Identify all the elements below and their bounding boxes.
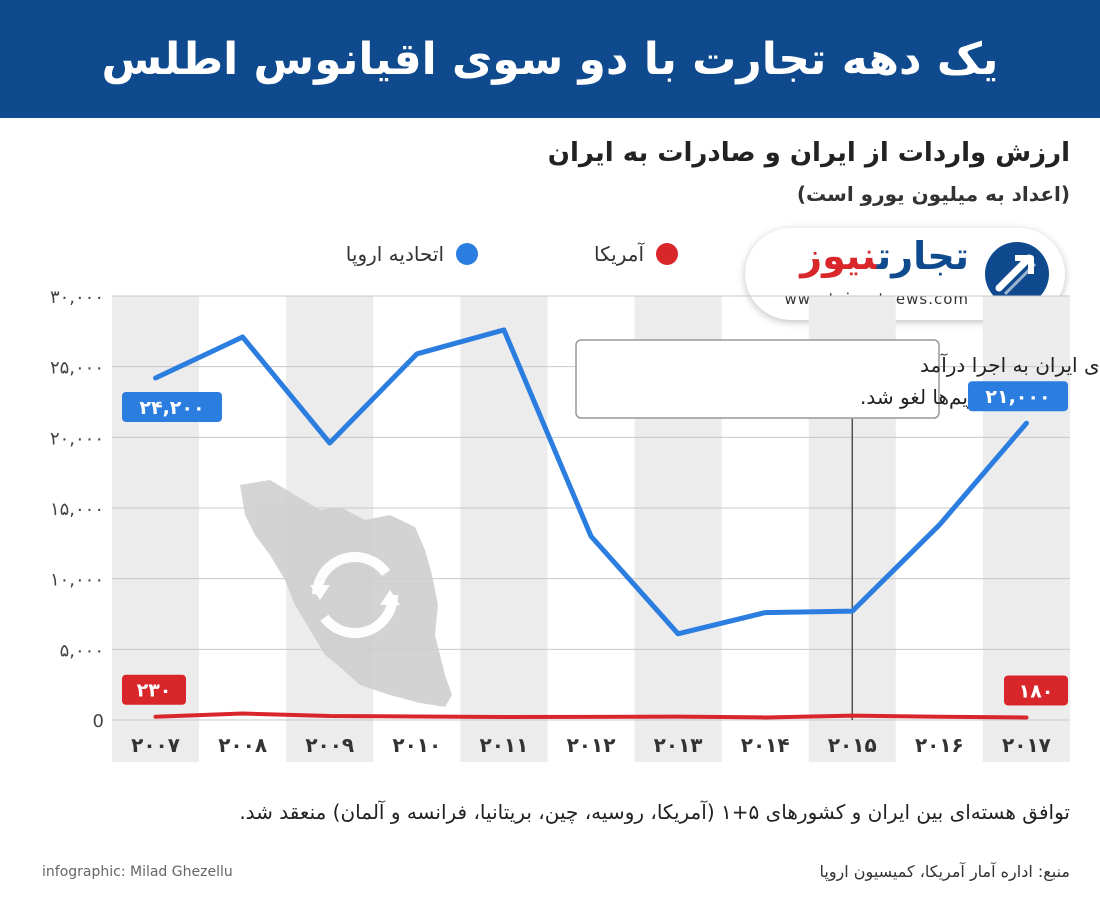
- chart-unit-note: (اعداد به میلیون یورو است): [796, 182, 1070, 206]
- legend-eu-dot: [456, 243, 478, 265]
- x-tick-label: ۲۰۱۷: [1002, 733, 1051, 757]
- annotation-box: [575, 339, 940, 419]
- y-tick-label: ۲۵,۰۰۰: [50, 358, 104, 379]
- data-label-box: [122, 391, 222, 422]
- logo-brand-part2: نیوز: [800, 234, 877, 278]
- data-label: ۲۴,۲۰۰: [139, 397, 204, 419]
- refresh-arrow-icon: [310, 585, 330, 600]
- data-label: ۲۱,۰۰۰: [985, 386, 1050, 408]
- page-title: یک دهه تجارت با دو سوی اقیانوس اطلس: [101, 33, 999, 85]
- y-axis-ticks: 0 ۵,۰۰۰ ۱۰,۰۰۰ ۱۵,۰۰۰ ۲۰,۰۰۰ ۲۵,۰۰۰ ۳۰,۰۰۰: [50, 287, 104, 732]
- x-axis-ticks: ۲۰۰۷ ۲۰۰۸ ۲۰۰۹ ۲۰۱۰ ۲۰۱۱ ۲۰۱۲ ۲۰۱۳ ۲۰۱۴ ۲۰۱۵ ۲۰۱۶…: [131, 733, 1051, 757]
- x-tick-label: ۲۰۰۷: [131, 733, 180, 757]
- x-tick-label: ۲۰۱۵: [828, 733, 877, 757]
- legend-usa-label: آمریکا: [593, 242, 644, 266]
- header-banner: یک دهه تجارت با دو سوی اقیانوس اطلس: [0, 0, 1100, 118]
- footer-note: توافق هسته‌ای بین ایران و کشورهای ۵+۱ (آ…: [239, 800, 1070, 824]
- data-label-box: [122, 674, 186, 705]
- x-tick-label: ۲۰۱۳: [654, 733, 703, 757]
- data-label: ۲۳۰: [137, 680, 172, 702]
- x-tick-label: ۲۰۱۴: [741, 733, 790, 757]
- footer-credit: infographic: Milad Ghezellu: [42, 864, 233, 880]
- column-band: [460, 296, 548, 762]
- logo-brand-part1: تجارت: [876, 234, 969, 278]
- y-tick-label: 0: [93, 711, 104, 732]
- x-tick-label: ۲۰۱۱: [479, 733, 528, 757]
- legend-eu-label: اتحادیه اروپا: [345, 242, 444, 266]
- legend-item-eu: اتحادیه اروپا: [346, 242, 478, 266]
- series-lines: [153, 327, 1029, 720]
- chart-title: ارزش واردات از ایران و صادرات به ایران: [547, 138, 1070, 168]
- data-label-box: [1004, 675, 1068, 706]
- refresh-arrow-icon: [380, 590, 400, 605]
- tejaratnews-logo: تجارتنیوز www.tejaratnews.com: [745, 228, 1065, 320]
- logo-emblem-icon: [985, 242, 1049, 306]
- data-labels: ۲۴,۲۰۰ ۲۱,۰۰۰ ۲۳۰ ۱۸۰: [122, 381, 1068, 706]
- annotation-line1: توافق هسته‌ای ایران به اجرا درآمد: [920, 352, 1100, 377]
- line-chart: 0 ۵,۰۰۰ ۱۰,۰۰۰ ۱۵,۰۰۰ ۲۰,۰۰۰ ۲۵,۰۰۰ ۳۰,۰۰۰ ۲۰۰…: [50, 287, 1100, 762]
- x-tick-label: ۲۰۱۶: [915, 733, 964, 757]
- y-tick-label: ۵,۰۰۰: [60, 640, 104, 661]
- data-label-box: [968, 381, 1068, 412]
- iran-map-icon: [240, 480, 452, 707]
- iran-map-shape: [240, 480, 452, 707]
- legend-usa-dot: [656, 243, 678, 265]
- y-tick-label: ۱۵,۰۰۰: [50, 499, 104, 520]
- data-label: ۱۸۰: [1019, 680, 1054, 702]
- y-tick-label: ۳۰,۰۰۰: [50, 287, 104, 308]
- x-tick-label: ۲۰۰۹: [305, 733, 354, 757]
- logo-brand-text: تجارتنیوز: [800, 234, 969, 278]
- x-tick-label: ۲۰۰۸: [218, 733, 267, 757]
- legend-item-usa: آمریکا: [594, 242, 678, 266]
- y-tick-label: ۱۰,۰۰۰: [50, 570, 104, 591]
- footer-source: منبع: اداره آمار آمریکا، کمیسیون اروپا: [819, 862, 1070, 881]
- x-tick-label: ۲۰۱۰: [392, 733, 441, 757]
- y-tick-label: ۲۰,۰۰۰: [50, 428, 104, 449]
- x-tick-label: ۲۰۱۲: [567, 733, 616, 757]
